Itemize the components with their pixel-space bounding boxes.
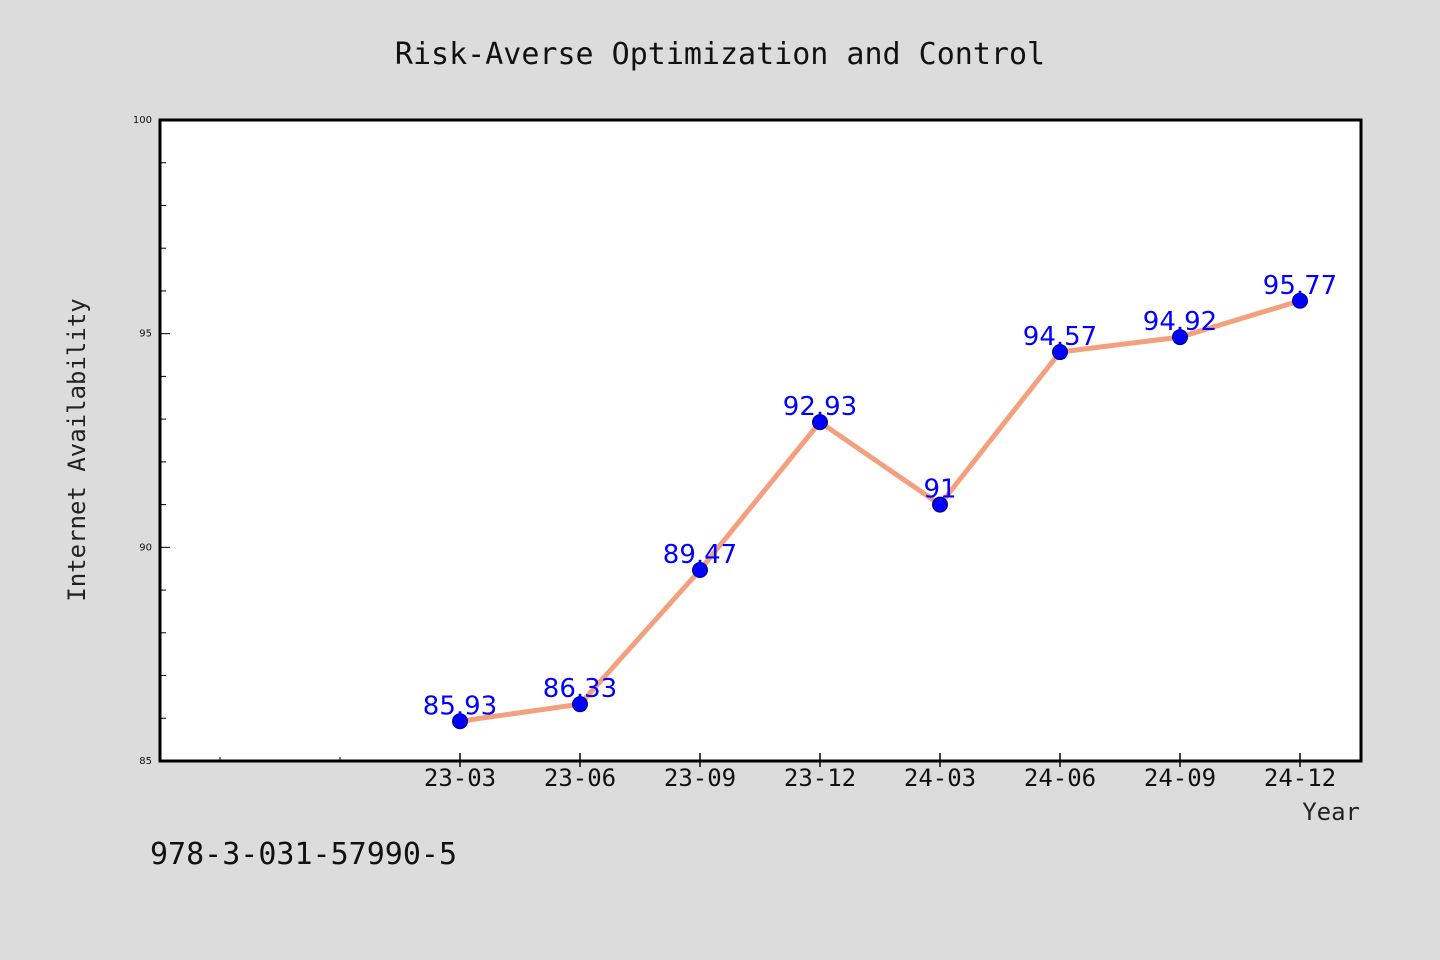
data-point	[692, 561, 708, 578]
x-axis-ticks: 23-03 23-06 23-09 23-12 24-03 24-06 24-09 24-12	[219, 753, 1336, 792]
data-point	[1052, 344, 1068, 361]
x-tick-label: 23-06	[544, 764, 616, 792]
data-label: 85.93	[423, 691, 497, 721]
chart-title: Risk-Averse Optimization and Control	[395, 37, 1045, 72]
x-tick-label: 23-12	[784, 764, 856, 792]
isbn-footer: 978-3-031-57990-5	[150, 837, 457, 872]
x-tick-label: 23-03	[424, 764, 496, 792]
data-label: 94.57	[1023, 322, 1097, 352]
data-point	[932, 496, 948, 513]
data-label: 92.93	[783, 392, 857, 422]
y-axis-label: Internet Availability	[63, 298, 91, 601]
series-line	[457, 298, 1303, 724]
data-label: 94.92	[1143, 307, 1217, 337]
data-label: 91	[923, 475, 956, 505]
x-tick-label: 24-06	[1024, 764, 1096, 792]
data-label-layer: 85.93 86.33 89.47 92.93 91 94.57 94.92 95.77	[423, 271, 1337, 721]
x-tick-label: 23-09	[664, 764, 736, 792]
data-label: 95.77	[1263, 271, 1337, 301]
y-tick-label: 95	[139, 329, 152, 340]
x-tick-label: 24-03	[904, 764, 976, 792]
plot-area	[158, 118, 1363, 763]
x-tick-label: 24-12	[1264, 764, 1336, 792]
x-axis-label: Year	[1302, 798, 1360, 826]
data-label: 86.33	[543, 674, 617, 704]
data-point	[572, 696, 588, 713]
data-point	[452, 713, 468, 730]
data-point	[1292, 292, 1308, 309]
data-label: 89.47	[663, 540, 737, 570]
data-point	[812, 414, 828, 431]
y-tick-label: 100	[133, 115, 152, 126]
y-tick-label: 85	[139, 756, 152, 767]
data-point	[1172, 329, 1188, 346]
series-layer	[452, 292, 1308, 730]
x-tick-label: 24-09	[1144, 764, 1216, 792]
y-tick-label: 90	[139, 542, 152, 553]
y-axis-ticks: 85 90 95 100	[133, 115, 170, 767]
